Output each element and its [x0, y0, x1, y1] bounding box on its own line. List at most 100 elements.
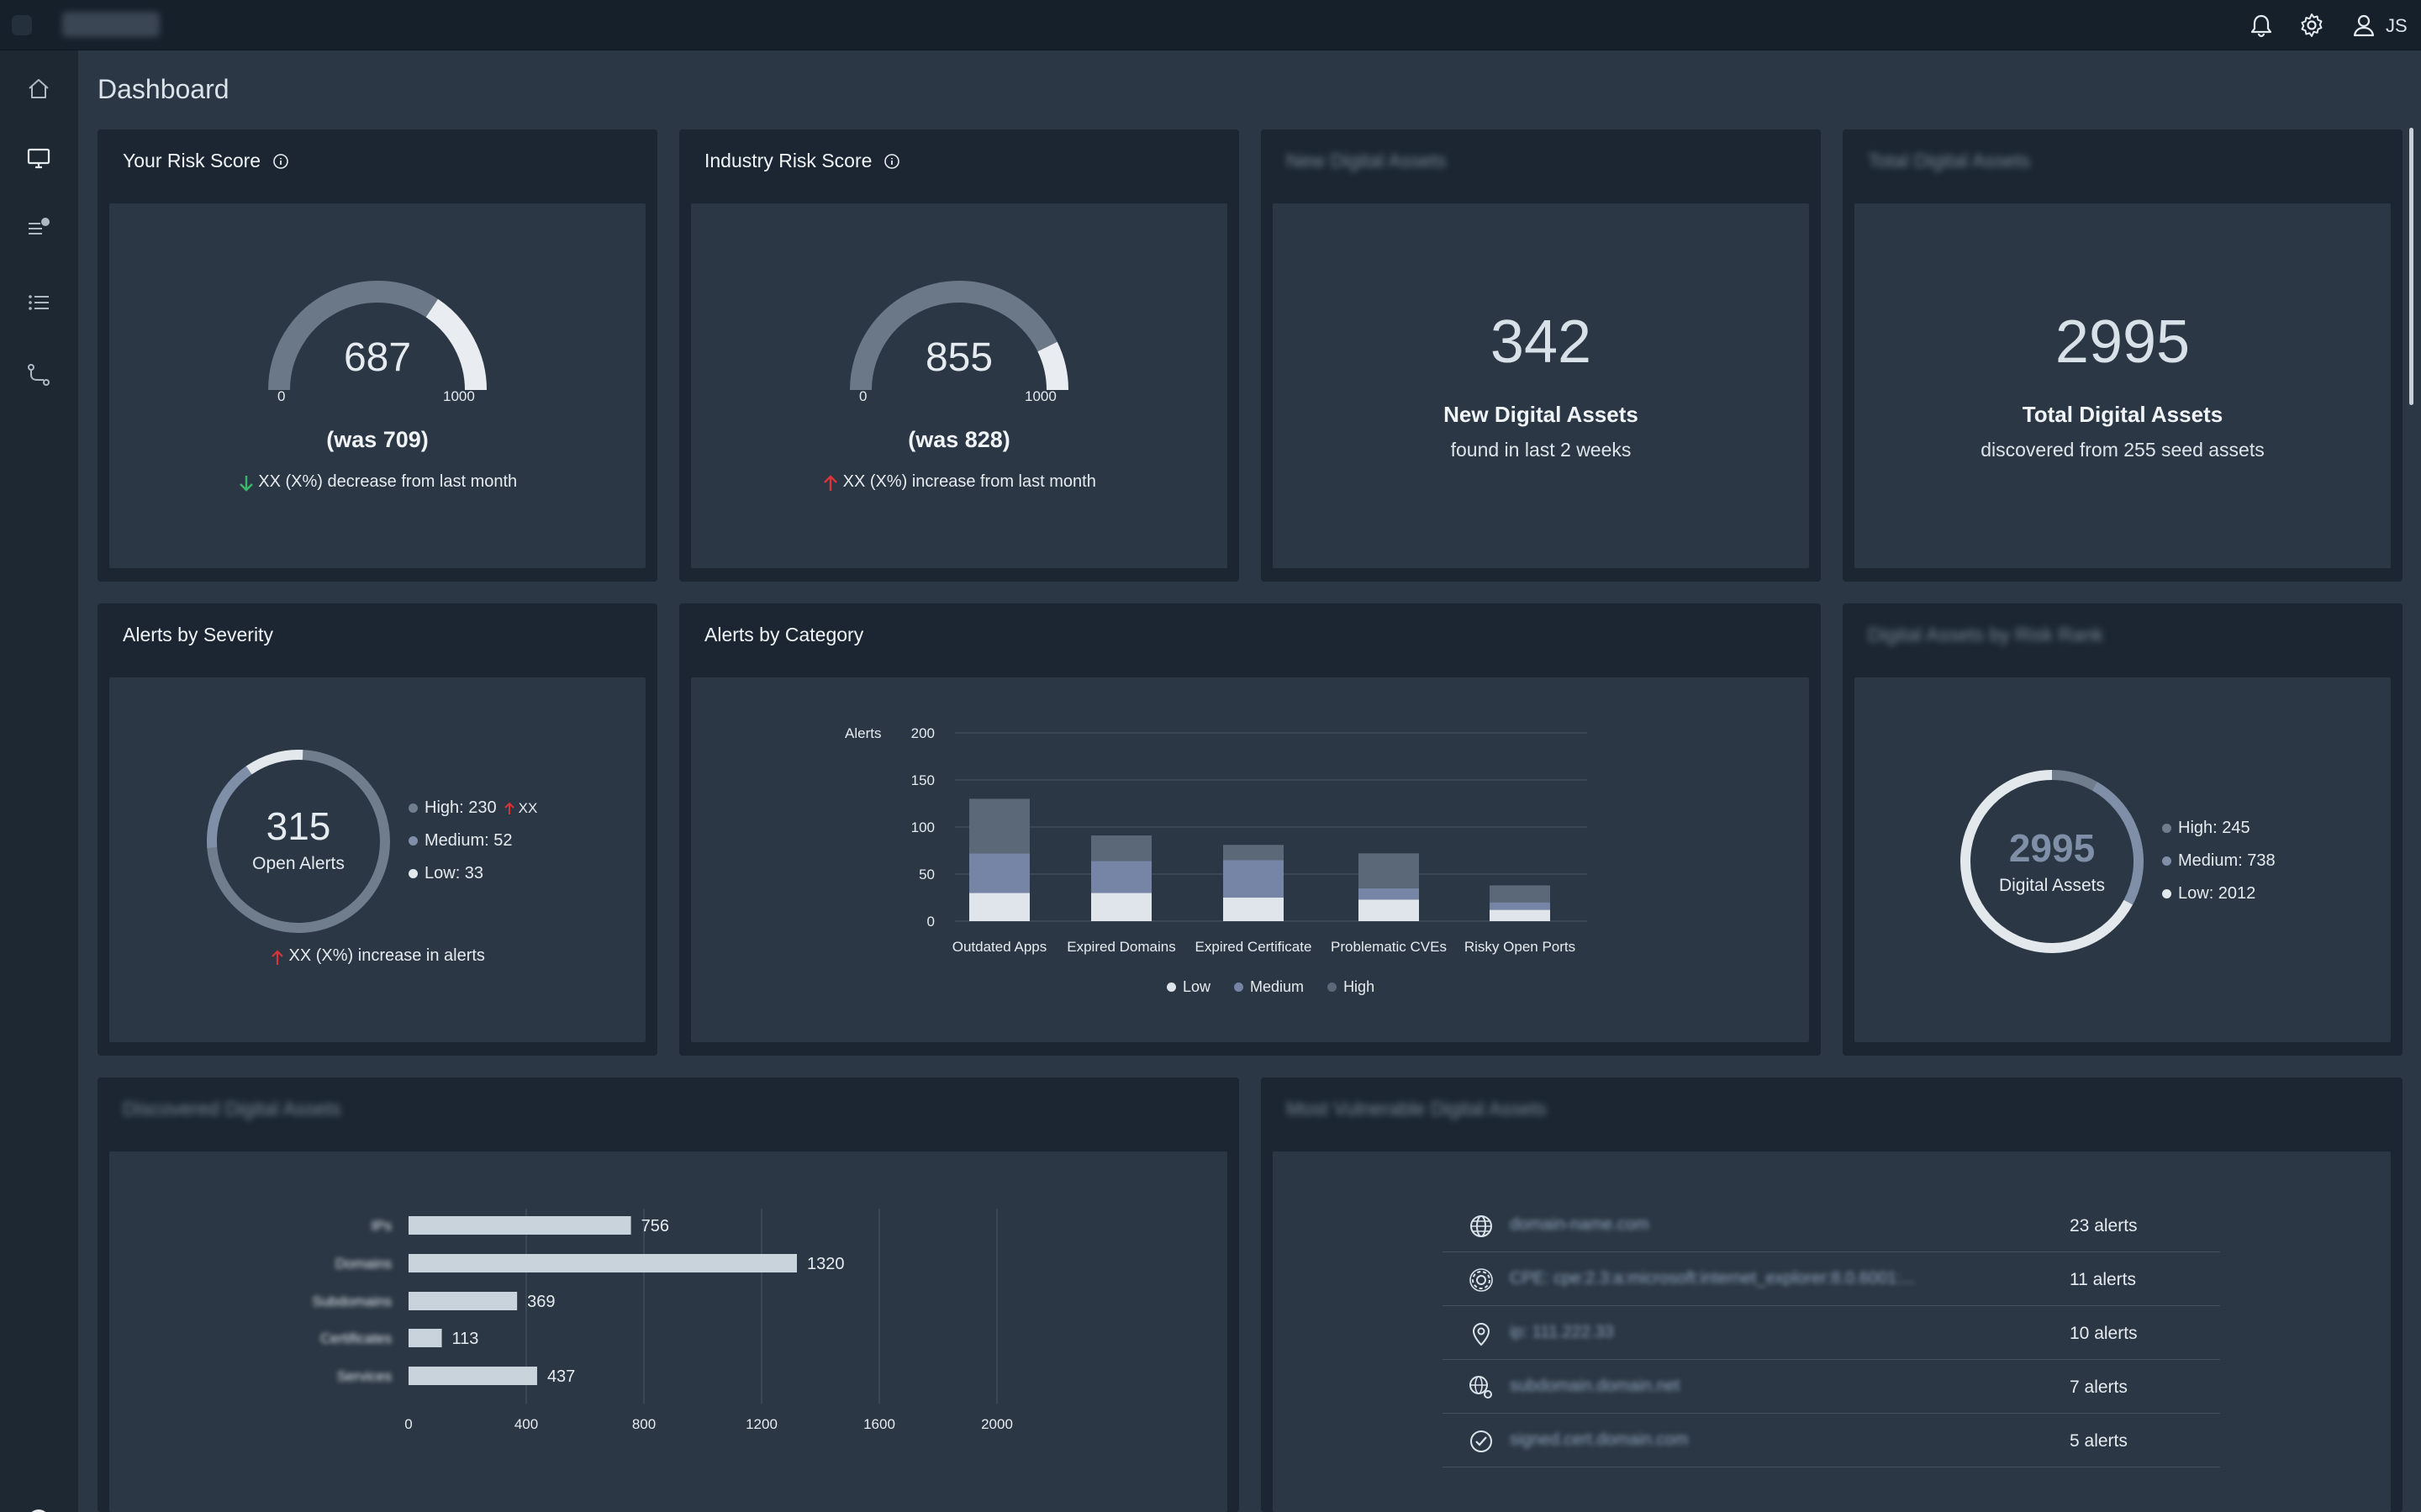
- legend-medium: Medium: 738: [2162, 851, 2276, 871]
- certificate-check-icon: [1470, 1430, 1492, 1452]
- discovered-title: Discovered Digital Assets: [123, 1098, 341, 1120]
- alert-count: 23 alerts: [2070, 1216, 2138, 1235]
- gauge-remaining-arc: [425, 298, 487, 391]
- home-icon[interactable]: [25, 76, 52, 103]
- location-pin-icon: [1472, 1323, 1490, 1346]
- subdomain-globe-icon: [1469, 1376, 1492, 1399]
- bar-segment-medium[interactable]: [1091, 861, 1152, 893]
- vulnerable-row[interactable]: subdomain.domain.net 7 alerts: [1443, 1360, 2220, 1414]
- bar-segment-medium[interactable]: [969, 853, 1030, 893]
- donut-segment[interactable]: [207, 766, 252, 849]
- list-icon[interactable]: [25, 289, 52, 316]
- total-assets-value: 2995: [2054, 308, 2191, 376]
- total-assets-label: Total Digital Assets: [2022, 402, 2223, 427]
- bar-segment-low[interactable]: [1358, 899, 1419, 921]
- x-tick-label: 1600: [863, 1416, 895, 1432]
- hbar[interactable]: [409, 1254, 797, 1272]
- discovered-assets-card: Discovered Digital Assets 0 400 800 1200 160…: [98, 1077, 1239, 1512]
- alert-count: 11 alerts: [2070, 1270, 2136, 1289]
- info-icon[interactable]: [272, 153, 289, 170]
- bar-segment-low[interactable]: [1490, 909, 1550, 921]
- asset-name[interactable]: domain-name.com: [1510, 1215, 1649, 1234]
- high-dot: [409, 803, 418, 813]
- high-dot: [1327, 983, 1337, 992]
- bar-value-label: 1320: [807, 1255, 845, 1273]
- risk-score-value: 687: [343, 335, 412, 380]
- gear-icon[interactable]: [2298, 12, 2325, 39]
- bar-segment-low[interactable]: [1223, 898, 1284, 921]
- vulnerable-row[interactable]: signed.cert.domain.com 5 alerts: [1443, 1414, 2220, 1467]
- donut-segment[interactable]: [207, 750, 390, 933]
- bar-segment-low[interactable]: [1091, 893, 1152, 921]
- donut-segment[interactable]: [2091, 782, 2144, 905]
- page-title: Dashboard: [98, 74, 229, 104]
- alerts-category-panel: Alerts 0 50 100 150 200 Outdated Apps Expired D…: [691, 677, 1809, 1042]
- low-dot: [1167, 983, 1176, 992]
- hbar[interactable]: [409, 1292, 518, 1310]
- bar-segment-medium[interactable]: [1358, 888, 1419, 900]
- bar-segment-low[interactable]: [969, 893, 1030, 921]
- y-category-label: Domains: [335, 1256, 392, 1272]
- bar-segment-high[interactable]: [1223, 845, 1284, 861]
- hbar[interactable]: [409, 1216, 631, 1235]
- bar-segment-high[interactable]: [1091, 835, 1152, 861]
- page-scrollbar[interactable]: [2409, 128, 2413, 405]
- donut-segment[interactable]: [1960, 770, 2134, 953]
- hbar[interactable]: [409, 1367, 537, 1385]
- x-tick-label: 2000: [981, 1416, 1013, 1432]
- asset-name[interactable]: signed.cert.domain.com: [1510, 1430, 1689, 1449]
- expand-sidebar-icon[interactable]: [26, 1508, 51, 1512]
- alerts-category-chart: Alerts 0 50 100 150 200 Outdated Apps Expired D…: [845, 725, 1587, 955]
- x-tick-label: Outdated Apps: [952, 939, 1047, 955]
- x-tick-label: 1200: [746, 1416, 778, 1432]
- bar-value-label: 113: [452, 1330, 479, 1348]
- bar-segment-high[interactable]: [969, 798, 1030, 854]
- alerts-category-title: Alerts by Category: [704, 624, 864, 645]
- bell-icon[interactable]: [2248, 12, 2275, 39]
- alerts-severity-donut: [207, 750, 390, 933]
- alerts-severity-card: Alerts by Severity 315 Open Alerts High:…: [98, 603, 657, 1056]
- donut-segment[interactable]: [2051, 770, 2097, 791]
- user-icon[interactable]: [2350, 12, 2377, 39]
- legend-medium: Medium: 52: [409, 831, 513, 851]
- user-initials[interactable]: JS: [2386, 15, 2408, 36]
- vulnerable-row[interactable]: CPE: cpe:2.3:a:microsoft:internet_explor…: [1443, 1252, 2220, 1306]
- y-tick-label: 200: [911, 725, 935, 741]
- vulnerable-row[interactable]: ip: 111.222.33 10 alerts: [1443, 1306, 2220, 1360]
- bar-segment-high[interactable]: [1490, 885, 1550, 903]
- top-bar: JS: [0, 0, 2421, 50]
- monitor-icon[interactable]: [25, 145, 52, 171]
- topology-icon[interactable]: [25, 361, 52, 388]
- bar-segment-medium[interactable]: [1223, 860, 1284, 898]
- brand-logo[interactable]: [62, 12, 160, 37]
- y-tick-label: 0: [927, 914, 935, 930]
- asset-name[interactable]: ip: 111.222.33: [1510, 1323, 1614, 1341]
- legend-high[interactable]: High: [1327, 978, 1374, 996]
- risk-score-was: (was 709): [326, 427, 429, 452]
- bar-value-label: 756: [641, 1217, 669, 1235]
- asset-name[interactable]: CPE: cpe:2.3:a:microsoft:internet_explor…: [1510, 1269, 1916, 1288]
- risk-score-card: Your Risk Score 687 0 1000 (was 709) XX …: [98, 129, 657, 582]
- alerts-category-legend: Low Medium High: [1167, 978, 1374, 996]
- assets-risk-total: 2995: [2008, 826, 2096, 870]
- alerts-severity-title: Alerts by Severity: [123, 624, 273, 645]
- alerts-total: 315: [266, 804, 331, 848]
- alerts-list-icon[interactable]: [25, 215, 52, 242]
- asset-name[interactable]: subdomain.domain.net: [1510, 1377, 1680, 1395]
- low-dot: [409, 869, 418, 878]
- info-icon[interactable]: [883, 153, 900, 170]
- legend-medium[interactable]: Medium: [1234, 978, 1304, 996]
- legend-low[interactable]: Low: [1167, 978, 1210, 996]
- hbar[interactable]: [409, 1329, 442, 1347]
- x-tick-label: 0: [404, 1416, 412, 1432]
- new-assets-value: 342: [1490, 308, 1592, 376]
- arrow-up-icon: [272, 950, 283, 965]
- alerts-category-card: Alerts by Category Alerts 0 50 100 150 200 Out…: [679, 603, 1821, 1056]
- new-assets-label: New Digital Assets: [1443, 402, 1638, 427]
- gear-icon: [1469, 1268, 1493, 1292]
- vulnerable-row[interactable]: domain-name.com 23 alerts: [1443, 1199, 2220, 1252]
- bar-segment-medium[interactable]: [1490, 902, 1550, 910]
- app-menu-icon[interactable]: [12, 15, 32, 35]
- donut-segment[interactable]: [245, 750, 303, 775]
- bar-segment-high[interactable]: [1358, 853, 1419, 888]
